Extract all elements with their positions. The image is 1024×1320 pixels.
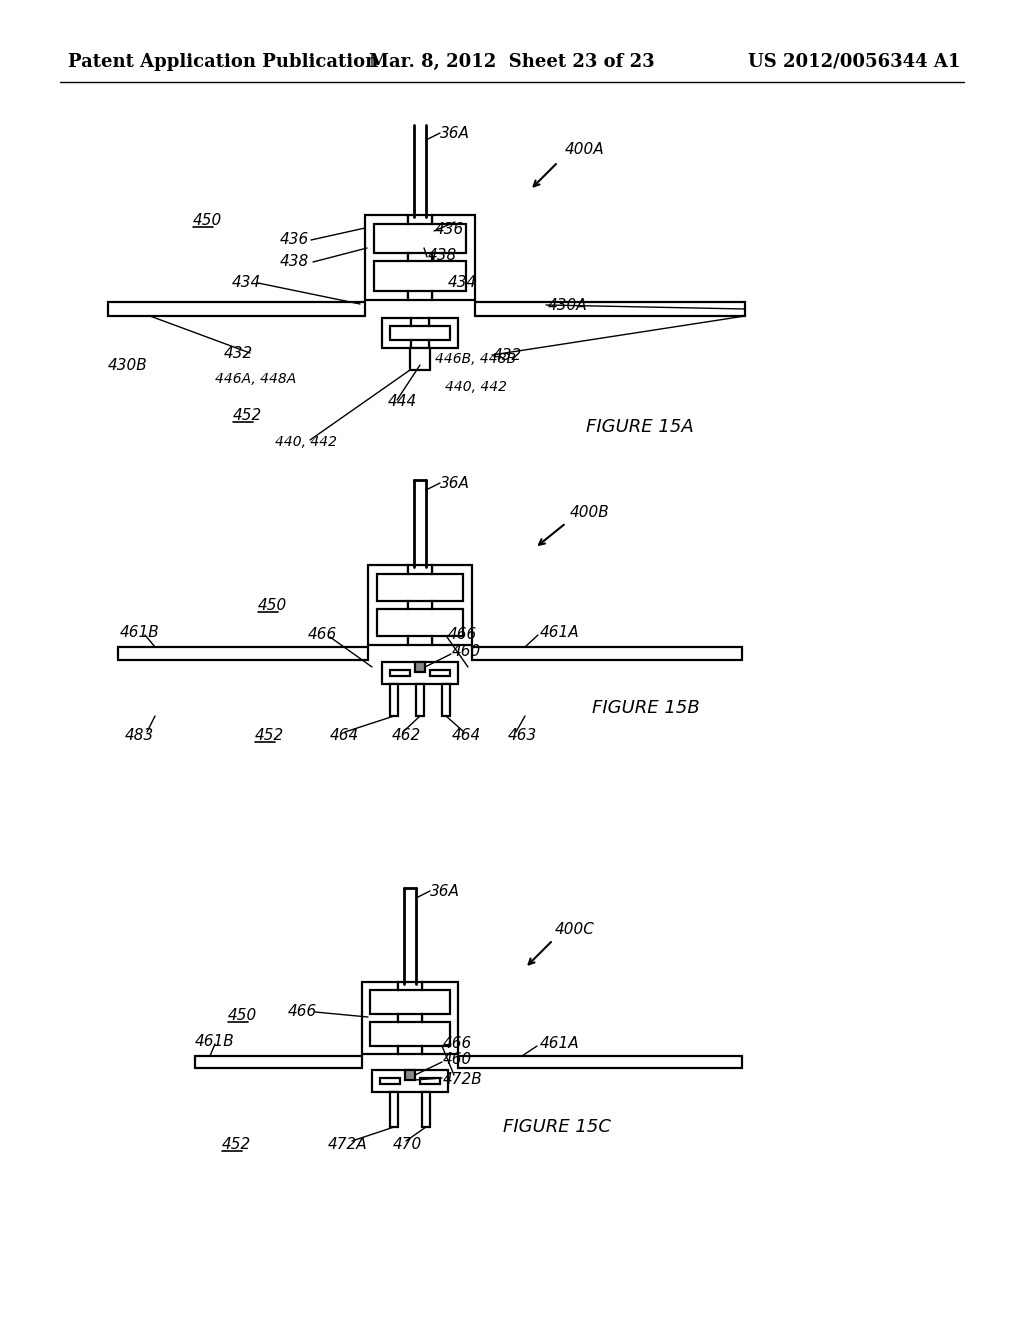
Text: US 2012/0056344 A1: US 2012/0056344 A1 [748, 53, 961, 71]
Text: 460: 460 [452, 644, 481, 659]
Polygon shape [390, 671, 410, 676]
Polygon shape [382, 318, 411, 348]
Text: FIGURE 15C: FIGURE 15C [503, 1118, 611, 1137]
Polygon shape [410, 348, 430, 370]
Text: 446B, 448B: 446B, 448B [435, 352, 516, 366]
Text: 400C: 400C [555, 921, 595, 937]
Polygon shape [422, 982, 458, 1053]
Polygon shape [430, 671, 450, 676]
Polygon shape [365, 215, 408, 300]
Text: 466: 466 [449, 627, 477, 642]
Text: 460: 460 [443, 1052, 472, 1067]
Text: 452: 452 [255, 729, 285, 743]
Text: 436: 436 [435, 222, 464, 238]
Polygon shape [362, 982, 398, 1053]
Text: 452: 452 [222, 1137, 251, 1152]
Text: 36A: 36A [440, 125, 470, 141]
Text: 450: 450 [258, 598, 288, 612]
Text: Patent Application Publication: Patent Application Publication [68, 53, 378, 71]
Polygon shape [118, 647, 368, 660]
Text: 440, 442: 440, 442 [445, 380, 507, 393]
Polygon shape [398, 982, 422, 990]
Polygon shape [408, 215, 432, 224]
Text: 461B: 461B [195, 1034, 234, 1049]
Polygon shape [398, 1045, 422, 1053]
Text: 461B: 461B [120, 624, 160, 640]
Text: 438: 438 [280, 253, 309, 269]
Polygon shape [411, 341, 429, 348]
Polygon shape [429, 318, 458, 348]
Text: 36A: 36A [440, 477, 470, 491]
Text: 452: 452 [233, 408, 262, 422]
Polygon shape [422, 1092, 430, 1127]
Text: 470: 470 [393, 1137, 422, 1152]
Polygon shape [416, 684, 424, 715]
Polygon shape [368, 565, 408, 645]
Polygon shape [420, 1078, 440, 1084]
Polygon shape [382, 663, 458, 684]
Text: 466: 466 [308, 627, 337, 642]
Text: 466: 466 [443, 1036, 472, 1051]
Text: 472B: 472B [443, 1072, 482, 1086]
Polygon shape [408, 636, 432, 645]
Text: 400B: 400B [570, 506, 609, 520]
Text: 36A: 36A [430, 884, 460, 899]
Polygon shape [408, 601, 432, 609]
Text: 472A: 472A [328, 1137, 368, 1152]
Text: 462: 462 [392, 729, 421, 743]
Polygon shape [406, 1071, 415, 1080]
Polygon shape [411, 318, 429, 326]
Text: 466: 466 [288, 1005, 317, 1019]
Polygon shape [408, 290, 432, 300]
Polygon shape [398, 1014, 422, 1022]
Text: 464: 464 [330, 729, 359, 743]
Text: 450: 450 [193, 213, 222, 228]
Text: 436: 436 [280, 232, 309, 247]
Text: 430A: 430A [548, 298, 588, 313]
Polygon shape [108, 302, 365, 315]
Polygon shape [472, 647, 742, 660]
Text: 430B: 430B [108, 358, 147, 374]
Polygon shape [415, 663, 425, 672]
Text: 434: 434 [232, 275, 261, 290]
Text: FIGURE 15B: FIGURE 15B [592, 700, 699, 717]
Text: FIGURE 15A: FIGURE 15A [586, 418, 693, 436]
Text: 461A: 461A [540, 1036, 580, 1051]
Polygon shape [408, 565, 432, 574]
Text: 400A: 400A [565, 143, 604, 157]
Text: 463: 463 [508, 729, 538, 743]
Text: 450: 450 [228, 1008, 257, 1023]
Polygon shape [432, 565, 472, 645]
Text: Mar. 8, 2012  Sheet 23 of 23: Mar. 8, 2012 Sheet 23 of 23 [370, 53, 654, 71]
Text: 444: 444 [388, 393, 417, 409]
Polygon shape [390, 684, 398, 715]
Text: 464: 464 [452, 729, 481, 743]
Polygon shape [380, 1078, 400, 1084]
Text: 440, 442: 440, 442 [275, 436, 337, 449]
Text: 434: 434 [449, 275, 477, 290]
Polygon shape [195, 1056, 362, 1068]
Text: 432: 432 [493, 348, 522, 363]
Text: 446A, 448A: 446A, 448A [215, 372, 296, 385]
Polygon shape [432, 215, 475, 300]
Polygon shape [442, 684, 450, 715]
Text: 483: 483 [125, 729, 155, 743]
Polygon shape [408, 253, 432, 261]
Text: 461A: 461A [540, 624, 580, 640]
Polygon shape [475, 302, 745, 315]
Text: 438: 438 [428, 248, 458, 263]
Text: 432: 432 [224, 346, 253, 360]
Polygon shape [372, 1071, 449, 1092]
Polygon shape [458, 1056, 742, 1068]
Polygon shape [390, 1092, 398, 1127]
